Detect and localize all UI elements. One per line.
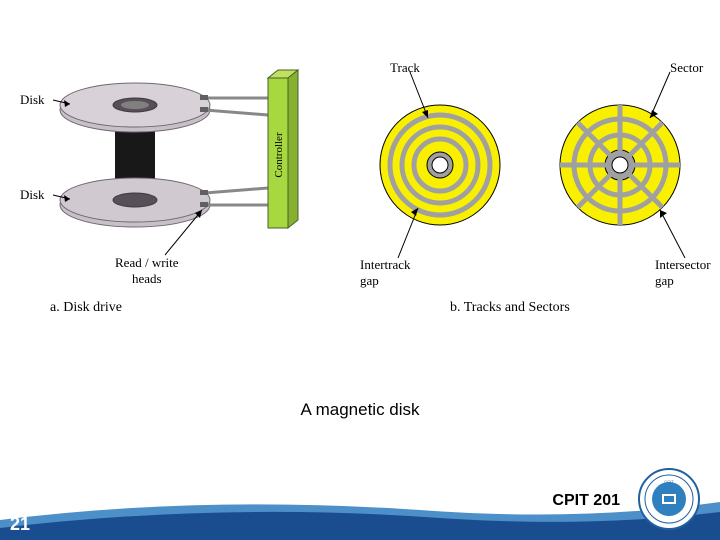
label-intersector: Intersector gap [655,257,711,289]
label-sector: Sector [670,60,703,76]
label-disk-bottom: Disk [20,187,45,203]
caption-b: b. Tracks and Sectors [450,300,570,316]
slide-number: 21 [10,514,30,535]
partb-arrows [350,60,720,290]
label-disk-top: Disk [20,92,45,108]
label-track: Track [390,60,420,76]
caption-a: a. Disk drive [50,300,122,316]
figure-title: A magnetic disk [0,400,720,420]
label-intertrack: Intertrack gap [360,257,411,289]
svg-text:CCIT: CCIT [664,479,674,484]
svg-text:Controller: Controller [273,132,285,178]
footer: 21 CPIT 201 CCIT [0,470,720,540]
university-logo: CCIT [638,468,700,530]
label-heads: Read / write heads [115,255,179,287]
course-code: CPIT 201 [552,492,620,510]
diagram-area: Controller Disk Disk Read / write heads … [0,60,720,340]
